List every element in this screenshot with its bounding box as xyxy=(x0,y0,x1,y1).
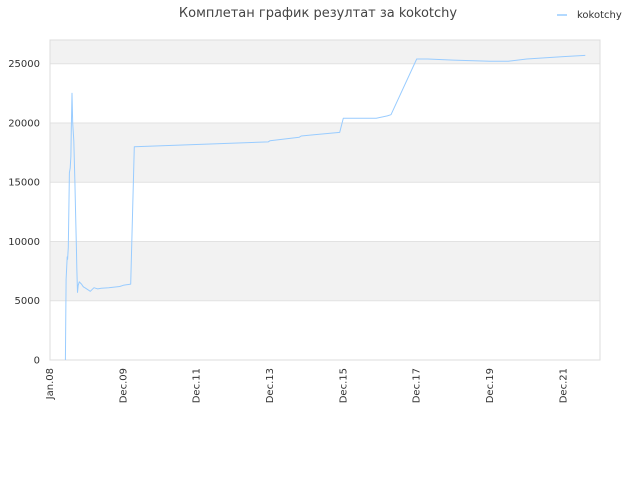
y-tick-label: 5000 xyxy=(15,296,40,307)
y-tick-label: 0 xyxy=(34,356,40,367)
x-tick-label: Dec.17 xyxy=(412,368,423,403)
x-tick-label: Dec.09 xyxy=(118,368,129,403)
chart-background-bands xyxy=(50,40,600,360)
background-band xyxy=(50,63,600,123)
plot-area-frame xyxy=(49,39,601,361)
background-band xyxy=(50,241,600,301)
background-band xyxy=(50,182,600,242)
x-tick-label: Jan.08 xyxy=(45,368,56,400)
x-tick-label: Dec.13 xyxy=(265,368,276,403)
y-tick-label: 15000 xyxy=(8,178,40,189)
series-line-kokotchy xyxy=(64,54,586,361)
background-band xyxy=(50,300,600,360)
chart-title: Комплетан график резултат за kokotchy xyxy=(179,6,458,21)
y-axis-ticks: 0 5000 10000 15000 20000 25000 xyxy=(8,59,40,366)
legend: kokotchy xyxy=(557,10,622,21)
x-tick-label: Dec.21 xyxy=(558,368,569,403)
x-tick-label: Dec.11 xyxy=(192,368,203,403)
background-band xyxy=(50,40,600,64)
y-tick-label: 25000 xyxy=(8,59,40,70)
legend-label-kokotchy: kokotchy xyxy=(577,10,622,21)
y-tick-label: 10000 xyxy=(8,237,40,248)
series-layer xyxy=(64,54,586,361)
x-tick-label: Dec.19 xyxy=(485,368,496,403)
x-tick-label: Dec.15 xyxy=(338,368,349,403)
y-tick-label: 20000 xyxy=(8,118,40,129)
background-band xyxy=(50,122,600,183)
x-axis-ticks: Jan.08 Dec.09 Dec.11 Dec.13 Dec.15 Dec.17 Dec.… xyxy=(45,368,569,403)
